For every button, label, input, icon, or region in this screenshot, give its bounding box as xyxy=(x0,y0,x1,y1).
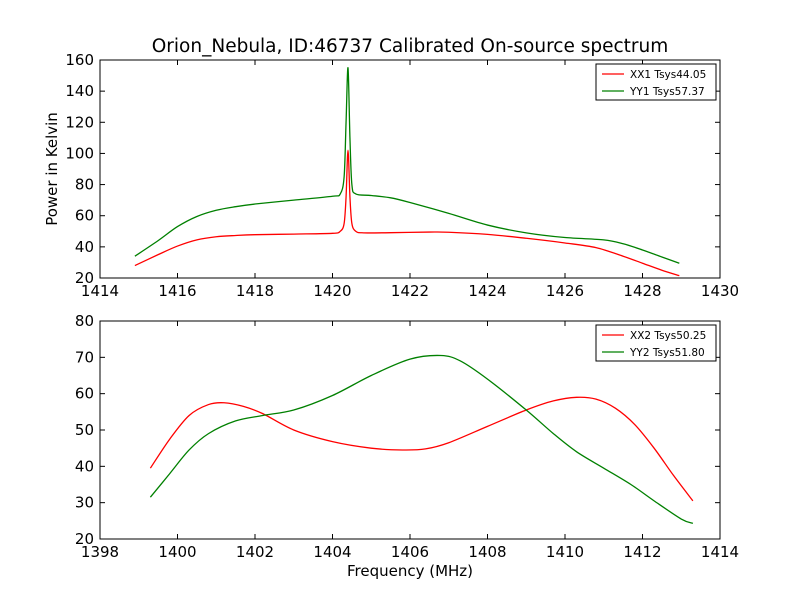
y-tick-label: 120 xyxy=(65,113,94,131)
y-tick-label: 50 xyxy=(75,421,94,439)
legend-box xyxy=(595,324,717,362)
legend-label: XX2 Tsys50.25 xyxy=(630,330,706,342)
x-tick-label: 1418 xyxy=(236,282,274,300)
y-tick-label: 60 xyxy=(75,207,94,225)
y-tick-label: 20 xyxy=(75,269,94,287)
series-line-1 xyxy=(149,396,694,502)
x-tick-label: 1416 xyxy=(158,282,196,300)
x-tick-label: 1412 xyxy=(623,543,661,561)
y-tick-label: 40 xyxy=(75,238,94,256)
x-tick-label: 1414 xyxy=(81,282,119,300)
x-tick-label: 1428 xyxy=(623,282,661,300)
y-tick-label: 40 xyxy=(75,457,94,475)
x-tick-label: 1402 xyxy=(236,543,274,561)
y-tick-label: 30 xyxy=(75,494,94,512)
axes-frame xyxy=(99,320,721,540)
x-tick-label: 1426 xyxy=(546,282,584,300)
x-tick-label: 1424 xyxy=(468,282,506,300)
legend-label: XX1 Tsys44.05 xyxy=(630,69,706,81)
series-group xyxy=(134,67,680,277)
legend: XX2 Tsys50.25 YY2 Tsys51.80 xyxy=(595,324,717,362)
legend-label: YY2 Tsys51.80 xyxy=(629,347,705,359)
x-tick-label: 1422 xyxy=(391,282,429,300)
y-tick-label: 140 xyxy=(65,82,94,100)
axes-frame xyxy=(99,59,721,279)
x-tick-label: 1400 xyxy=(158,543,196,561)
tick-group: 1398 1400 1402 1404 1406 1408 1410 1412 1414 20 30… xyxy=(75,312,739,561)
y-tick-label: 80 xyxy=(75,312,94,330)
y-tick-label: 160 xyxy=(65,51,94,69)
x-axis-label: Frequency (MHz) xyxy=(347,562,473,580)
x-tick-label: 1398 xyxy=(81,543,119,561)
x-tick-label: 1430 xyxy=(701,282,739,300)
x-tick-label: 1420 xyxy=(313,282,351,300)
x-tick-label: 1408 xyxy=(468,543,506,561)
y-tick-label: 60 xyxy=(75,385,94,403)
y-tick-label: 20 xyxy=(75,530,94,548)
y-axis-label: Power in Kelvin xyxy=(43,112,61,226)
series-line-2 xyxy=(149,354,694,524)
series-line-2 xyxy=(134,67,680,264)
legend-label: YY1 Tsys57.37 xyxy=(629,86,705,98)
legend: XX1 Tsys44.05 YY1 Tsys57.37 xyxy=(595,63,717,101)
spectrum-plot-2: Frequency (MHz) 1398 1400 1402 1404 1406 1408… xyxy=(75,312,739,580)
x-tick-label: 1404 xyxy=(313,543,351,561)
x-tick-label: 1414 xyxy=(701,543,739,561)
y-tick-label: 100 xyxy=(65,144,94,162)
series-line-1 xyxy=(134,149,680,277)
chart-title: Orion_Nebula, ID:46737 Calibrated On-sou… xyxy=(152,36,669,57)
tick-group: 1414 1416 1418 1420 1422 1424 1426 1428 1430 20 40… xyxy=(65,51,739,300)
series-group xyxy=(149,354,694,524)
y-tick-label: 80 xyxy=(75,176,94,194)
spectrum-plot-1: Orion_Nebula, ID:46737 Calibrated On-sou… xyxy=(43,36,739,300)
x-tick-label: 1406 xyxy=(391,543,429,561)
x-tick-label: 1410 xyxy=(546,543,584,561)
y-tick-label: 70 xyxy=(75,348,94,366)
legend-box xyxy=(595,63,717,101)
